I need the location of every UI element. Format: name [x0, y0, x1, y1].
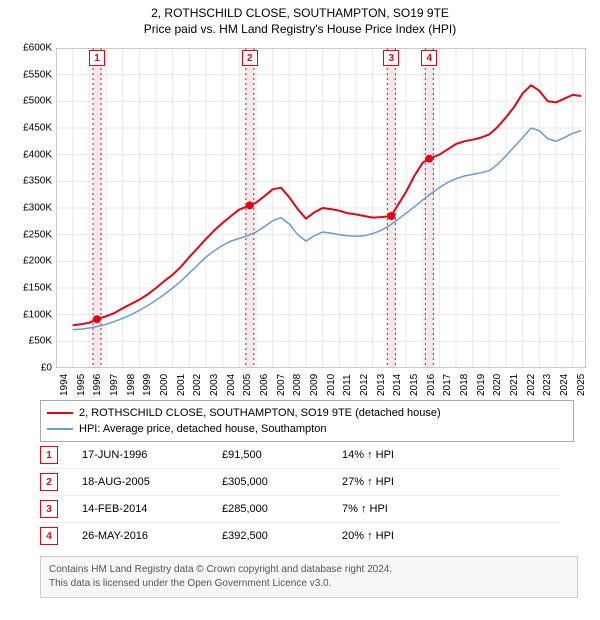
event-delta: 7% ↑ HPI [342, 503, 462, 515]
event-marker-box: 1 [89, 50, 105, 66]
event-date: 14-FEB-2014 [82, 503, 222, 515]
event-row: 3 14-FEB-2014£285,0007% ↑ HPI [40, 495, 560, 522]
footer-line: Contains HM Land Registry data © Crown c… [49, 563, 569, 577]
event-marker-box: 2 [242, 50, 258, 66]
event-row: 4 26-MAY-2016£392,50020% ↑ HPI [40, 522, 560, 549]
event-row: 2 18-AUG-2005£305,00027% ↑ HPI [40, 468, 560, 495]
x-tick-label: 2019 [476, 374, 487, 396]
x-tick-label: 2023 [542, 374, 553, 396]
event-delta: 14% ↑ HPI [342, 449, 462, 461]
x-tick-label: 2001 [176, 374, 187, 396]
y-tick-label: £450K [8, 123, 52, 134]
y-tick-label: £550K [8, 69, 52, 80]
y-tick-label: £200K [8, 256, 52, 267]
legend-swatch [47, 412, 73, 414]
event-delta: 20% ↑ HPI [342, 530, 462, 542]
y-tick-label: £400K [8, 149, 52, 160]
event-number-icon: 2 [40, 473, 58, 491]
legend-swatch [47, 428, 73, 430]
x-tick-label: 2016 [426, 374, 437, 396]
x-tick-label: 2005 [242, 374, 253, 396]
x-tick-label: 1994 [59, 374, 70, 396]
x-tick-label: 2024 [559, 374, 570, 396]
legend: 2, ROTHSCHILD CLOSE, SOUTHAMPTON, SO19 9… [40, 400, 574, 442]
event-marker-box: 3 [383, 50, 399, 66]
x-tick-label: 2000 [159, 374, 170, 396]
event-marker-box: 4 [421, 50, 437, 66]
x-tick-label: 2017 [442, 374, 453, 396]
events-table: 1 17-JUN-1996£91,50014% ↑ HPI 2 18-AUG-2005… [40, 442, 560, 549]
x-tick-label: 2018 [459, 374, 470, 396]
x-tick-label: 1995 [76, 374, 87, 396]
x-tick-label: 2006 [259, 374, 270, 396]
event-price: £91,500 [222, 449, 342, 461]
title-block: 2, ROTHSCHILD CLOSE, SOUTHAMPTON, SO19 9… [0, 0, 600, 36]
event-row: 1 17-JUN-1996£91,50014% ↑ HPI [40, 442, 560, 468]
x-tick-label: 2025 [576, 374, 587, 396]
event-price: £392,500 [222, 530, 342, 542]
x-tick-label: 2011 [342, 374, 353, 396]
x-tick-label: 1996 [92, 374, 103, 396]
y-tick-label: £600K [8, 43, 52, 54]
x-tick-label: 2003 [209, 374, 220, 396]
x-tick-label: 2022 [526, 374, 537, 396]
event-number-icon: 4 [40, 527, 58, 545]
event-number-icon: 1 [40, 446, 58, 464]
event-price: £305,000 [222, 476, 342, 488]
y-tick-label: £350K [8, 176, 52, 187]
x-tick-label: 2010 [326, 374, 337, 396]
x-tick-label: 1998 [126, 374, 137, 396]
attribution-footer: Contains HM Land Registry data © Crown c… [40, 556, 578, 598]
event-delta: 27% ↑ HPI [342, 476, 462, 488]
y-tick-label: £250K [8, 229, 52, 240]
x-tick-label: 1999 [142, 374, 153, 396]
x-tick-label: 2013 [376, 374, 387, 396]
legend-label: HPI: Average price, detached house, Sout… [79, 423, 326, 435]
legend-label: 2, ROTHSCHILD CLOSE, SOUTHAMPTON, SO19 9… [79, 407, 441, 419]
footer-line: This data is licensed under the Open Gov… [49, 577, 569, 591]
y-tick-label: £50K [8, 336, 52, 347]
x-tick-label: 1997 [109, 374, 120, 396]
x-tick-label: 2008 [292, 374, 303, 396]
y-tick-label: £100K [8, 309, 52, 320]
chart-container: 2, ROTHSCHILD CLOSE, SOUTHAMPTON, SO19 9… [0, 0, 600, 620]
legend-item: HPI: Average price, detached house, Sout… [47, 421, 567, 437]
y-tick-label: £0 [8, 363, 52, 374]
event-date: 18-AUG-2005 [82, 476, 222, 488]
x-tick-label: 2014 [392, 374, 403, 396]
line-chart [56, 48, 586, 368]
y-tick-label: £150K [8, 283, 52, 294]
y-tick-label: £500K [8, 96, 52, 107]
y-tick-label: £300K [8, 203, 52, 214]
x-tick-label: 2007 [276, 374, 287, 396]
event-date: 26-MAY-2016 [82, 530, 222, 542]
x-tick-label: 2004 [226, 374, 237, 396]
event-number-icon: 3 [40, 500, 58, 518]
event-price: £285,000 [222, 503, 342, 515]
x-tick-label: 2021 [509, 374, 520, 396]
x-tick-label: 2020 [492, 374, 503, 396]
legend-item: 2, ROTHSCHILD CLOSE, SOUTHAMPTON, SO19 9… [47, 405, 567, 421]
x-tick-label: 2015 [409, 374, 420, 396]
title-address: 2, ROTHSCHILD CLOSE, SOUTHAMPTON, SO19 9… [0, 6, 600, 20]
x-tick-label: 2012 [359, 374, 370, 396]
title-subtitle: Price paid vs. HM Land Registry's House … [0, 22, 600, 36]
x-tick-label: 2002 [192, 374, 203, 396]
x-tick-label: 2009 [309, 374, 320, 396]
event-date: 17-JUN-1996 [82, 449, 222, 461]
